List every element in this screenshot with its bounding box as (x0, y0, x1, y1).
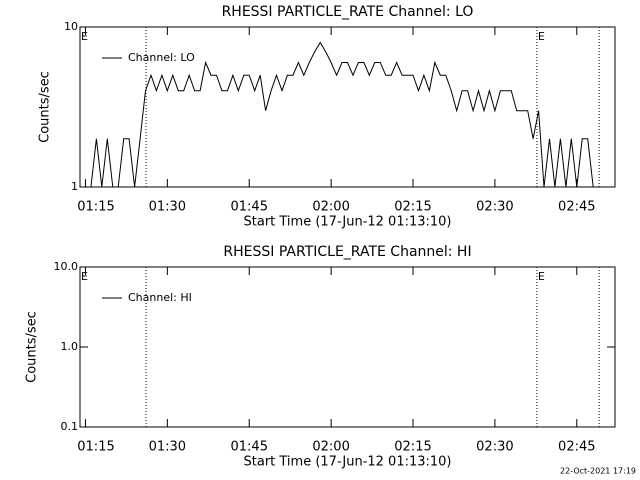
event-label: E (538, 30, 545, 43)
x-tick-label: 02:00 (312, 200, 349, 215)
x-tick-label: 01:15 (77, 200, 114, 215)
event-label: E (81, 30, 88, 43)
x-tick-label: 02:15 (394, 200, 431, 215)
y-tick-label: 0.1 (61, 420, 79, 433)
event-label: E (538, 270, 545, 283)
y-axis-label: Counts/sec (38, 71, 53, 143)
x-tick-label: 01:30 (149, 200, 186, 215)
x-tick-label: 01:30 (149, 440, 186, 455)
x-axis-label: Start Time (17-Jun-12 01:13:10) (244, 455, 452, 470)
legend-label: Channel: LO (128, 51, 195, 64)
x-tick-label: 01:15 (77, 440, 114, 455)
y-tick-label: 1.0 (61, 340, 79, 353)
chart-title: RHESSI PARTICLE_RATE Channel: LO (222, 4, 474, 20)
x-axis-label: Start Time (17-Jun-12 01:13:10) (244, 215, 452, 230)
x-tick-label: 02:00 (312, 440, 349, 455)
chart-title: RHESSI PARTICLE_RATE Channel: HI (223, 244, 471, 260)
x-tick-label: 01:45 (231, 200, 268, 215)
y-tick-label: 10 (64, 20, 78, 33)
data-line (90, 41, 594, 188)
footer: 22-Oct-2021 17:19 (560, 467, 636, 476)
x-tick-label: 02:45 (558, 440, 595, 455)
event-label: E (81, 270, 88, 283)
x-tick-label: 02:30 (476, 440, 513, 455)
plot-frame (79, 26, 616, 188)
x-tick-label: 01:45 (231, 440, 268, 455)
y-tick-label: 1 (71, 180, 78, 193)
x-tick-label: 02:15 (394, 440, 431, 455)
legend-label: Channel: HI (128, 291, 192, 304)
x-tick-label: 02:45 (558, 200, 595, 215)
x-tick-label: 02:30 (476, 200, 513, 215)
y-axis-label: Counts/sec (25, 311, 40, 383)
y-tick-label: 10.0 (54, 260, 79, 273)
